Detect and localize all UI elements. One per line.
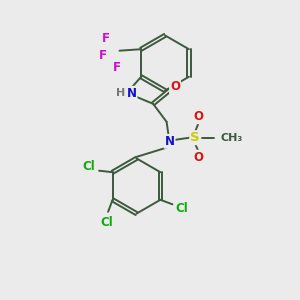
Text: N: N [165,135,175,148]
Text: CH₃: CH₃ [220,133,242,143]
Text: S: S [190,131,200,144]
Text: F: F [102,32,110,45]
Text: F: F [99,49,107,62]
Text: Cl: Cl [82,160,95,173]
Text: Cl: Cl [176,202,188,215]
Text: O: O [170,80,180,93]
Text: O: O [193,110,203,123]
Text: F: F [112,61,121,74]
Text: O: O [193,151,203,164]
Text: Cl: Cl [100,216,113,230]
Text: H: H [116,88,125,98]
Text: N: N [127,87,136,100]
